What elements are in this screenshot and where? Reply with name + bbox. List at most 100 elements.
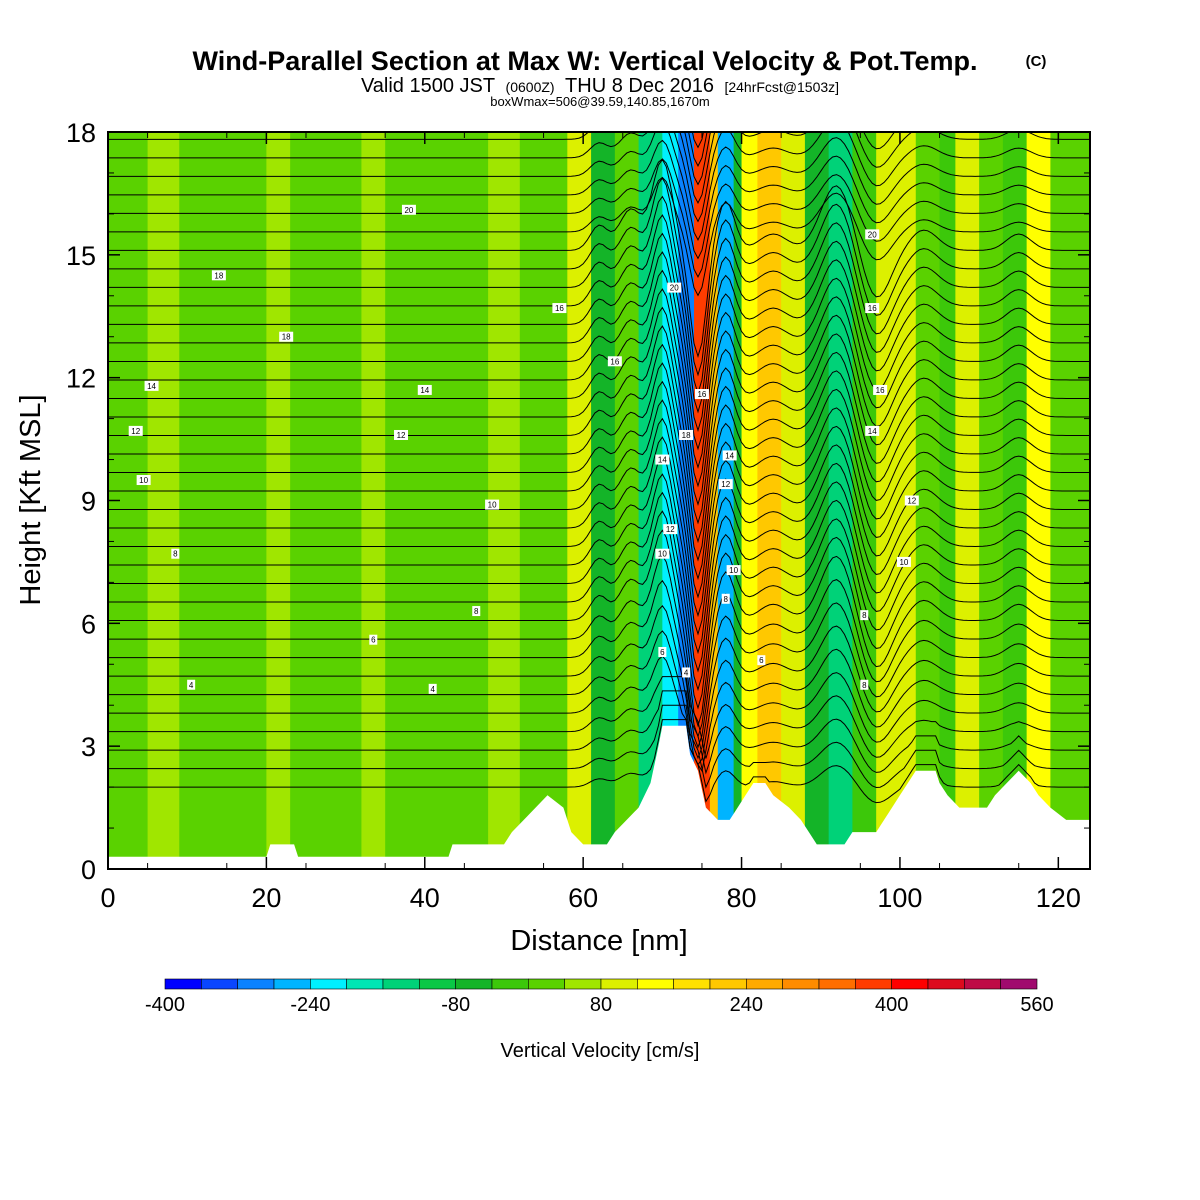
x-tick-label: 20 (251, 883, 281, 913)
isentrope-label-text: 18 (682, 431, 691, 440)
y-tick-label: 6 (81, 609, 96, 639)
isentrope-label-text: 18 (282, 333, 291, 342)
isentrope-label-bg (726, 565, 741, 576)
colorbar-swatch (237, 978, 275, 990)
isentrope-label-text: 14 (420, 386, 429, 395)
colorbar-swatch (782, 978, 820, 990)
isentrope-line (108, 288, 1090, 488)
colorbar-swatch (964, 978, 1001, 990)
isentrope-label-text: 12 (907, 497, 916, 506)
isentrope-label: 10 (726, 565, 741, 576)
isentrope-label: 6 (369, 634, 378, 645)
velocity-band (717, 132, 735, 869)
isentrope-line (108, 704, 1090, 789)
isentrope-line (108, 214, 1090, 414)
isentrope-label-bg (722, 450, 737, 461)
isentrope-label-text: 16 (876, 386, 885, 395)
velocity-band (290, 132, 362, 869)
isentrope-label-text: 8 (723, 595, 728, 604)
isentrope-label: 12 (128, 425, 143, 436)
isentrope-line (108, 579, 1090, 749)
isentrope-line (108, 325, 1090, 525)
isentrope-label: 18 (279, 331, 294, 342)
chart-subtitle: Valid 1500 JST (0600Z) THU 8 Dec 2016 [2… (361, 75, 839, 97)
isentrope-label: 12 (904, 495, 919, 506)
colorbar-label: Vertical Velocity [cm/s] (501, 1040, 700, 1062)
isentrope-label-bg (211, 270, 226, 281)
isentrope-label: 10 (655, 548, 670, 559)
isentrope-label-bg (718, 479, 733, 490)
subtitle-date: THU 8 Dec 2016 (565, 75, 714, 97)
colorbar-swatch (1000, 978, 1038, 990)
isentrope-label-text: 20 (868, 230, 877, 239)
isentrope-label-bg (279, 331, 294, 342)
velocity-band (179, 132, 267, 869)
velocity-band (361, 132, 386, 869)
box-wmax-line: boxWmax=506@39.59,140.85,1670m (490, 94, 710, 109)
velocity-band (804, 132, 830, 869)
isentrope-label: 8 (721, 593, 730, 604)
y-tick-label: 3 (81, 732, 96, 762)
isentrope-label-bg (394, 429, 409, 440)
isentrope-label-text: 4 (684, 668, 689, 677)
colorbar-swatch (528, 978, 565, 990)
isentrope-label: 16 (552, 303, 567, 314)
isentrope-label: 4 (187, 679, 196, 690)
isentrope-label: 16 (865, 303, 880, 314)
velocity-band (757, 132, 782, 869)
isentrope-line (108, 158, 1090, 359)
isentrope-label: 8 (171, 548, 180, 559)
isentrope-label-text: 8 (474, 607, 479, 616)
isentrope-label-text: 20 (404, 206, 413, 215)
axes: 0 20 40 60 80 100 120 0 3 6 9 12 15 18 (66, 118, 1090, 913)
isentrope-line (108, 454, 1090, 655)
isentrope-label-bg (187, 679, 196, 690)
isentrope-label-bg (428, 683, 437, 694)
isentrope-label-text: 16 (868, 304, 877, 313)
isentrope-line (108, 158, 1090, 279)
colorbar-swatch (637, 978, 674, 990)
isentrope-label-bg (144, 380, 159, 391)
y-tick-label: 15 (66, 241, 96, 271)
x-tick-label: 100 (877, 883, 922, 913)
isentrope-label: 18 (679, 429, 694, 440)
colorbar-swatch (600, 978, 638, 990)
isentrope-line (108, 491, 1090, 692)
isentrope-label: 14 (722, 450, 737, 461)
velocity-band (939, 132, 956, 869)
isentrope-label: 10 (896, 556, 911, 567)
isentrope-line (108, 132, 1090, 205)
velocity-band (852, 132, 877, 869)
isentrope-line (108, 306, 1090, 507)
isentrope-label-text: 6 (759, 656, 764, 665)
colorbar-swatch (855, 978, 892, 990)
isentrope-label-text: 14 (868, 427, 877, 436)
isentrope-label: 6 (658, 646, 667, 657)
isentrope-label-text: 12 (721, 480, 730, 489)
isentrope-line (108, 269, 1090, 470)
isentrope-label: 10 (485, 499, 500, 510)
isentrope-label: 10 (136, 475, 151, 486)
colorbar-tick-label: -80 (441, 994, 470, 1016)
isentrope-line (108, 554, 1090, 739)
isentrope-label-text: 12 (131, 427, 140, 436)
colorbar-swatch (927, 978, 965, 990)
colorbar-swatch (491, 978, 529, 990)
isentrope-line (108, 132, 1090, 223)
isentrope-label-bg (694, 389, 709, 400)
isentrope-line (108, 177, 1090, 377)
isentrope-label-bg (682, 667, 691, 678)
x-tick-label: 60 (568, 883, 598, 913)
isentrope-label: 20 (667, 282, 682, 293)
isentrope-label: 14 (655, 454, 670, 465)
colorbar-tick-label: 400 (875, 994, 908, 1016)
isentrope-line (108, 630, 1090, 766)
isentrope-label-bg (485, 499, 500, 510)
colorbar-swatch (673, 978, 711, 990)
isentrope-label-text: 10 (658, 550, 667, 559)
isentrope-label: 8 (472, 606, 481, 617)
velocity-band (614, 132, 640, 869)
terrain (108, 725, 1090, 869)
isentrope-line (108, 436, 1090, 636)
